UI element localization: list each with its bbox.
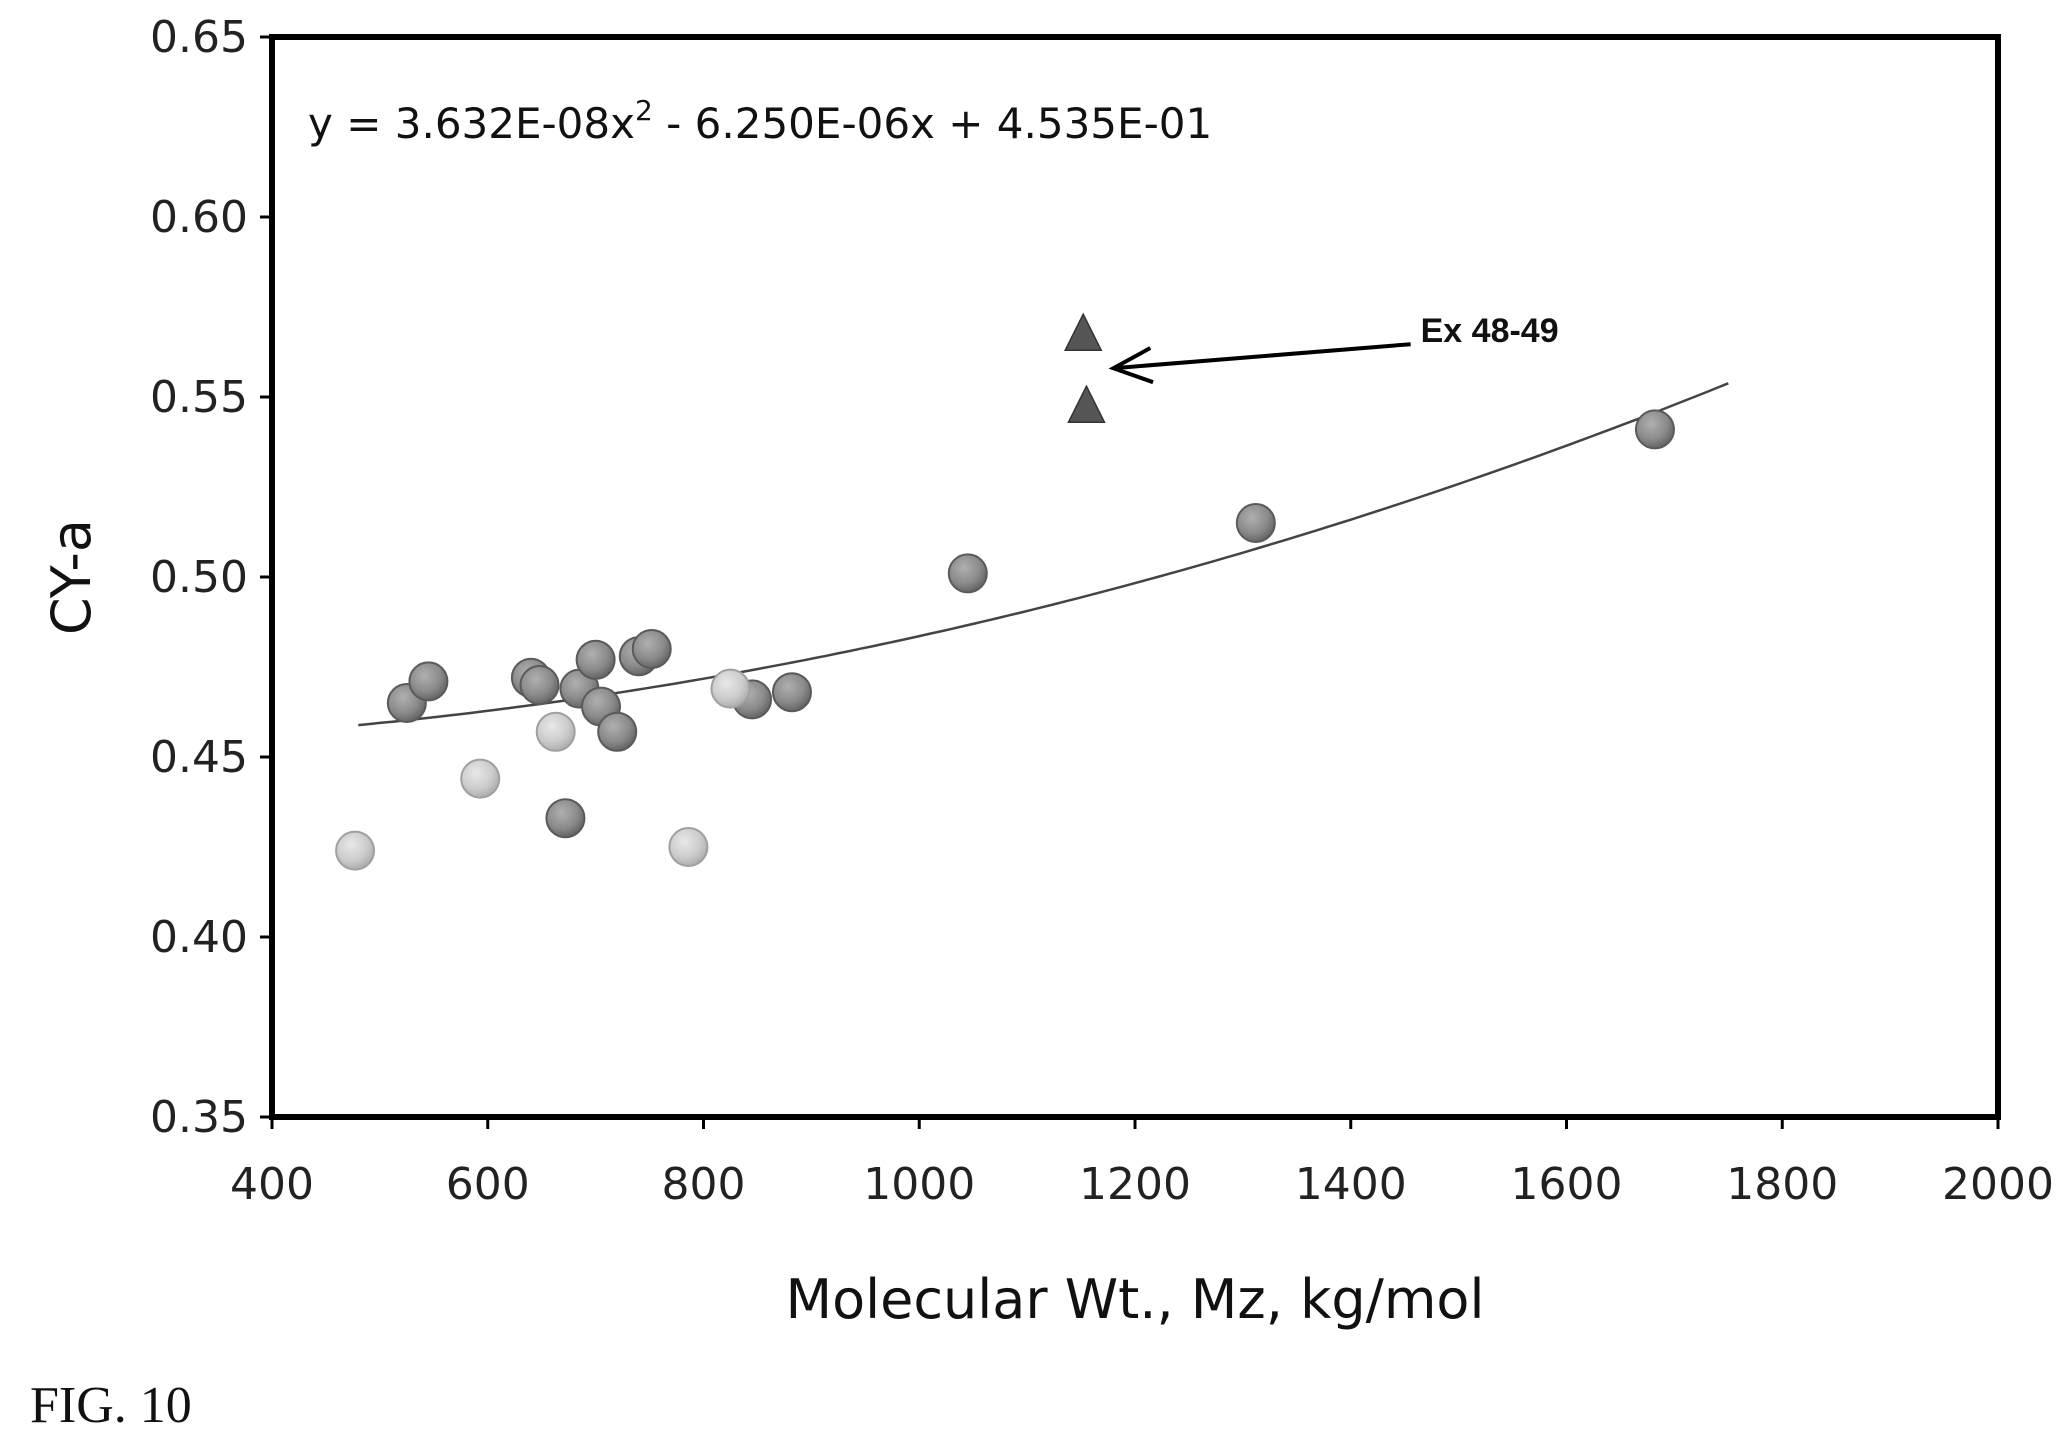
x-axis: 400 600 800 1000 1200 1400 1600 1800 2000 <box>230 1117 2054 1210</box>
x-tick-label: 1200 <box>1079 1159 1191 1210</box>
data-point <box>460 758 501 799</box>
data-point <box>710 668 751 709</box>
x-tick-label: 1400 <box>1295 1159 1407 1210</box>
data-point <box>771 672 812 713</box>
annotation-arrowhead <box>1108 346 1154 385</box>
data-point <box>335 830 376 871</box>
y-tick-label: 0.60 <box>150 192 248 243</box>
x-tick-label: 400 <box>230 1159 314 1210</box>
data-point <box>575 639 616 680</box>
y-tick-label: 0.40 <box>150 912 248 963</box>
y-tick-label: 0.50 <box>150 552 248 603</box>
data-point <box>1634 409 1675 450</box>
x-tick-label: 1600 <box>1511 1159 1623 1210</box>
x-tick-label: 1800 <box>1726 1159 1838 1210</box>
annotation-label: Ex 48-49 <box>1421 312 1559 350</box>
data-point <box>668 827 709 867</box>
data-point <box>535 711 576 752</box>
y-tick-label: 0.55 <box>150 372 248 423</box>
data-point-triangle <box>1064 312 1103 351</box>
data-point <box>631 629 672 669</box>
y-axis: 0.35 0.40 0.45 0.50 0.55 0.60 0.65 <box>150 12 272 1143</box>
data-point <box>947 553 988 594</box>
data-point <box>597 711 638 752</box>
data-points <box>335 312 1675 871</box>
x-tick-label: 600 <box>446 1159 530 1210</box>
y-tick-label: 0.35 <box>150 1092 248 1143</box>
plot-frame <box>269 34 2001 1120</box>
y-axis-title: CY-a <box>40 519 103 635</box>
x-tick-label: 2000 <box>1942 1159 2054 1210</box>
x-tick-label: 1000 <box>863 1159 975 1210</box>
figure-caption: FIG. 10 <box>30 1377 192 1434</box>
plot-area <box>269 34 2001 1120</box>
data-point <box>408 661 449 702</box>
y-tick-label: 0.65 <box>150 12 248 63</box>
data-point <box>545 798 586 839</box>
data-point <box>519 665 560 705</box>
x-tick-label: 800 <box>662 1159 746 1210</box>
y-tick-label: 0.45 <box>150 732 248 783</box>
data-point <box>1235 503 1276 543</box>
data-point-triangle <box>1067 384 1106 423</box>
equation-label: y = 3.632E-08x2 - 6.250E-06x + 4.535E-01 <box>308 94 1212 148</box>
annotation: Ex 48-49 <box>1108 312 1559 385</box>
x-axis-title: Molecular Wt., Mz, kg/mol <box>786 1268 1485 1331</box>
annotation-arrow <box>1113 342 1411 371</box>
